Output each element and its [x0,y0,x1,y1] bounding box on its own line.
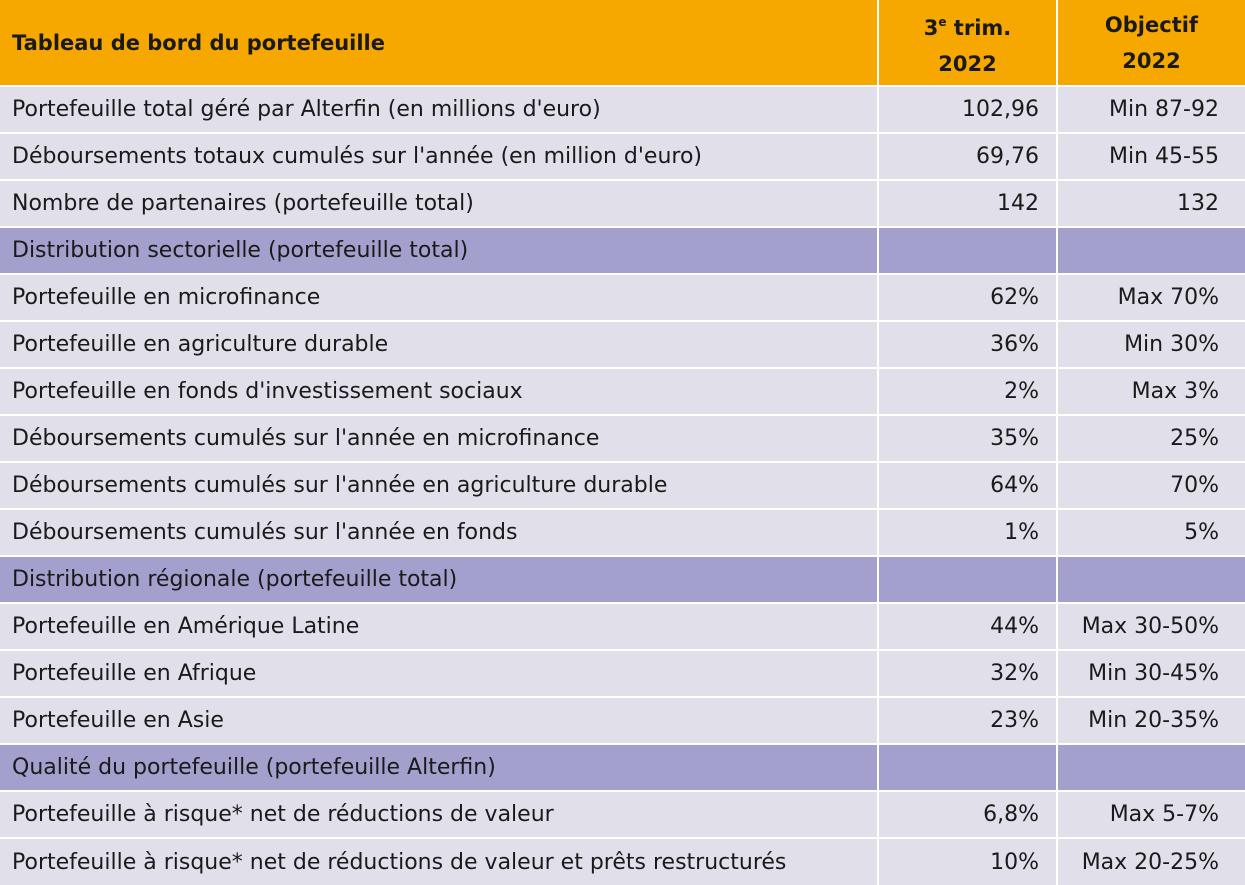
table-header-row: Tableau de bord du portefeuille 3e trim.… [0,0,1245,87]
row-label: Portefeuille en fonds d'investissement s… [0,368,878,416]
table-row: Portefeuille à risque* net de réductions… [0,838,1245,885]
target-value: 5% [1056,509,1245,557]
quarter-superscript: e [938,14,947,29]
table-row: Nombre de partenaires (portefeuille tota… [0,180,1245,228]
table-row: Portefeuille en fonds d'investissement s… [0,368,1245,416]
quarter-value: 64% [877,462,1057,510]
quarter-number: 3 [923,15,939,40]
table-row: Portefeuille en Amérique Latine 44% Max 30… [0,603,1245,651]
table-row: Déboursements cumulés sur l'année en mic… [0,415,1245,463]
target-value: 70% [1056,462,1245,510]
quarter-year: 2022 [938,51,997,76]
target-value: Min 87-92 [1056,86,1245,134]
target-value: 132 [1056,180,1245,228]
quarter-label: trim. [946,15,1012,40]
section-label: Qualité du portefeuille (portefeuille Al… [0,744,878,792]
row-label: Déboursements totaux cumulés sur l'année… [0,133,878,181]
quarter-value: 62% [877,274,1057,322]
target-value: Max 70% [1056,274,1245,322]
section-empty-cell [1056,227,1245,275]
target-value: Min 30-45% [1056,650,1245,698]
quarter-value: 32% [877,650,1057,698]
table-row: Portefeuille en Afrique 32% Min 30-45% [0,650,1245,698]
section-empty-cell [877,744,1057,792]
target-value: 25% [1056,415,1245,463]
table-row: Portefeuille à risque* net de réductions… [0,791,1245,839]
section-empty-cell [1056,744,1245,792]
row-label: Déboursements cumulés sur l'année en agr… [0,462,878,510]
target-value: Min 20-35% [1056,697,1245,745]
target-value: Max 20-25% [1056,838,1245,885]
quarter-value: 10% [877,838,1057,885]
quarter-value: 44% [877,603,1057,651]
quarter-value: 36% [877,321,1057,369]
row-label: Portefeuille en Amérique Latine [0,603,878,651]
section-empty-cell [877,227,1057,275]
target-value: Max 30-50% [1056,603,1245,651]
table-row: Portefeuille en microfinance 62% Max 70% [0,274,1245,322]
section-header-row: Distribution régionale (portefeuille tot… [0,556,1245,604]
row-label: Portefeuille en agriculture durable [0,321,878,369]
quarter-value: 1% [877,509,1057,557]
target-value: Max 3% [1056,368,1245,416]
row-label: Déboursements cumulés sur l'année en fon… [0,509,878,557]
table-row: Déboursements cumulés sur l'année en agr… [0,462,1245,510]
column-header-target: Objectif 2022 [1056,0,1245,87]
quarter-value: 35% [877,415,1057,463]
column-header-quarter: 3e trim. 2022 [877,0,1057,87]
row-label: Portefeuille en Afrique [0,650,878,698]
section-header-row: Distribution sectorielle (portefeuille t… [0,227,1245,275]
row-label: Déboursements cumulés sur l'année en mic… [0,415,878,463]
quarter-value: 142 [877,180,1057,228]
row-label: Portefeuille total géré par Alterfin (en… [0,86,878,134]
target-value: Max 5-7% [1056,791,1245,839]
target-value: Min 30% [1056,321,1245,369]
table-row: Portefeuille total géré par Alterfin (en… [0,86,1245,134]
quarter-value: 6,8% [877,791,1057,839]
table-row: Déboursements cumulés sur l'année en fon… [0,509,1245,557]
row-label: Portefeuille en Asie [0,697,878,745]
quarter-value: 69,76 [877,133,1057,181]
row-label: Portefeuille à risque* net de réductions… [0,838,878,885]
row-label: Portefeuille en microfinance [0,274,878,322]
section-header-row: Qualité du portefeuille (portefeuille Al… [0,744,1245,792]
table-body: Portefeuille total géré par Alterfin (en… [0,86,1245,885]
section-label: Distribution régionale (portefeuille tot… [0,556,878,604]
row-label: Portefeuille à risque* net de réductions… [0,791,878,839]
target-label: Objectif [1104,12,1199,37]
row-label: Nombre de partenaires (portefeuille tota… [0,180,878,228]
table-title: Tableau de bord du portefeuille [0,0,878,87]
section-label: Distribution sectorielle (portefeuille t… [0,227,878,275]
section-empty-cell [877,556,1057,604]
table-row: Portefeuille en agriculture durable 36% Mi… [0,321,1245,369]
table-row: Portefeuille en Asie 23% Min 20-35% [0,697,1245,745]
quarter-value: 102,96 [877,86,1057,134]
quarter-value: 2% [877,368,1057,416]
quarter-value: 23% [877,697,1057,745]
section-empty-cell [1056,556,1245,604]
target-year: 2022 [1122,48,1181,73]
target-value: Min 45-55 [1056,133,1245,181]
table-row: Déboursements totaux cumulés sur l'année… [0,133,1245,181]
